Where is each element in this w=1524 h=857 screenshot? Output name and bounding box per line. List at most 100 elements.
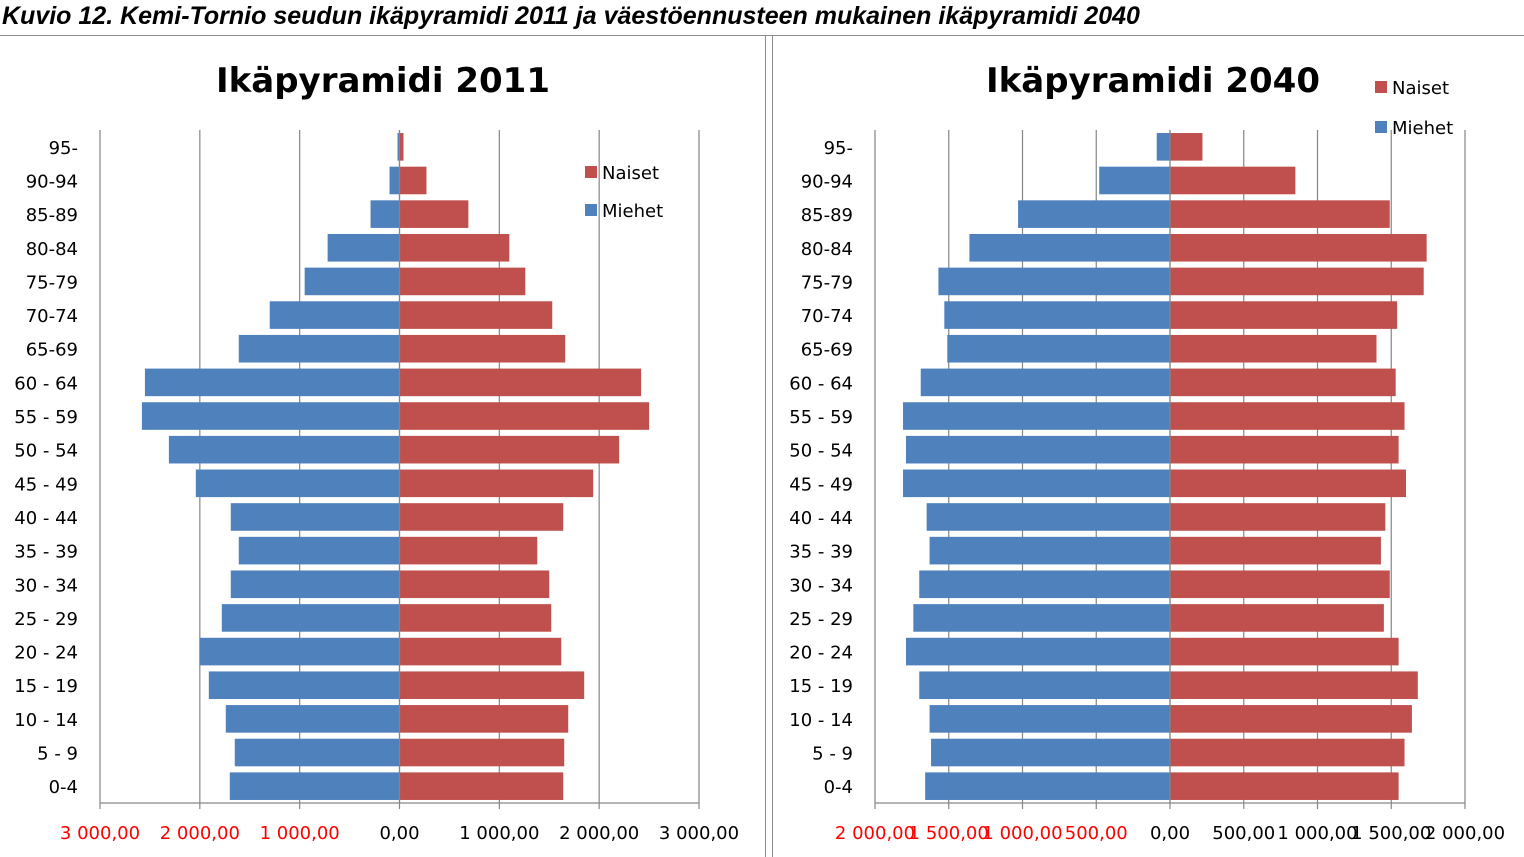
- category-label: 10 - 14: [14, 710, 78, 731]
- bar-naiset: [399, 671, 585, 700]
- category-label: 85-89: [26, 205, 78, 226]
- bar-naiset: [399, 334, 566, 363]
- bar-miehet: [327, 233, 400, 262]
- category-label: 90-94: [26, 171, 78, 192]
- x-tick-label: 2 000,00: [835, 823, 915, 844]
- category-label: 70-74: [26, 306, 78, 327]
- bar-miehet: [903, 402, 1170, 430]
- category-label: 40 - 44: [14, 508, 78, 529]
- bar-miehet: [304, 267, 400, 296]
- bar-naiset: [399, 133, 404, 161]
- legend-swatch-miehet: [585, 204, 597, 216]
- bar-miehet: [397, 133, 400, 161]
- category-label: 20 - 24: [14, 643, 78, 664]
- bar-naiset: [1170, 368, 1396, 397]
- category-label: 60 - 64: [14, 373, 78, 394]
- bar-naiset: [399, 435, 620, 464]
- bar-naiset: [1170, 536, 1381, 565]
- category-label: 65-69: [26, 340, 78, 361]
- bar-naiset: [399, 233, 510, 262]
- chart-1: Ikäpyramidi 2011 3 000,00 2 000,00 1 000,00…: [14, 61, 739, 844]
- category-label: 15 - 19: [789, 676, 853, 697]
- x-tick-label: 0,00: [379, 823, 419, 844]
- category-label: 30 - 34: [14, 575, 78, 596]
- bar-miehet: [168, 435, 400, 464]
- bar-naiset: [399, 637, 562, 666]
- legend: Naiset Miehet: [585, 163, 663, 222]
- legend-label-miehet: Miehet: [1392, 118, 1453, 139]
- category-label: 50 - 54: [789, 441, 853, 462]
- category-label: 40 - 44: [789, 508, 853, 529]
- bar-miehet: [234, 738, 400, 767]
- bar-naiset: [1170, 301, 1398, 329]
- category-label: 95-: [49, 138, 78, 159]
- bar-miehet: [229, 772, 400, 800]
- bar-miehet: [230, 503, 400, 531]
- bar-naiset: [399, 536, 538, 565]
- bar-naiset: [1170, 705, 1412, 733]
- x-tick-label: 1 000,00: [260, 823, 340, 844]
- bar-miehet: [1099, 166, 1170, 195]
- bar-naiset: [1170, 503, 1386, 531]
- category-label: 90-94: [801, 171, 853, 192]
- category-label: 65-69: [801, 340, 853, 361]
- bar-miehet: [1156, 133, 1170, 161]
- category-label: 10 - 14: [789, 710, 853, 731]
- bar-miehet: [905, 435, 1170, 464]
- legend-label-miehet: Miehet: [602, 201, 663, 222]
- bar-naiset: [399, 503, 564, 531]
- panel-divider-right: [772, 35, 773, 857]
- bar-miehet: [141, 402, 400, 430]
- category-label: 50 - 54: [14, 441, 78, 462]
- x-tick-label: 2 000,00: [559, 823, 639, 844]
- bar-naiset: [399, 604, 552, 632]
- bar-miehet: [903, 469, 1170, 498]
- bar-naiset: [399, 738, 565, 767]
- bar-miehet: [238, 536, 400, 565]
- category-label: 45 - 49: [14, 474, 78, 495]
- bar-naiset: [399, 166, 427, 195]
- category-label: 75-79: [801, 272, 853, 293]
- category-label: 75-79: [26, 272, 78, 293]
- legend-swatch-miehet: [1375, 121, 1387, 133]
- legend-label-naiset: Naiset: [602, 163, 659, 184]
- category-label: 55 - 59: [14, 407, 78, 428]
- bar-naiset: [399, 705, 569, 733]
- x-tick-label: 500,00: [1212, 823, 1275, 844]
- bar-naiset: [1170, 334, 1377, 363]
- bar-naiset: [1170, 469, 1406, 498]
- category-label: 35 - 39: [14, 542, 78, 563]
- bar-miehet: [925, 772, 1170, 800]
- x-tick-label: 1 000,00: [1277, 823, 1357, 844]
- category-label: 70-74: [801, 306, 853, 327]
- bar-naiset: [1170, 233, 1427, 262]
- bar-naiset: [399, 402, 650, 430]
- bar-naiset: [399, 570, 550, 599]
- category-label: 60 - 64: [789, 373, 853, 394]
- legend-swatch-naiset: [585, 166, 597, 178]
- bar-miehet: [920, 368, 1170, 397]
- bar-miehet: [919, 570, 1170, 599]
- bar-naiset: [399, 469, 594, 498]
- bar-miehet: [913, 604, 1170, 632]
- panel-top-border: [0, 35, 1524, 36]
- bar-miehet: [929, 536, 1170, 565]
- x-tick-label: 1 000,00: [982, 823, 1062, 844]
- legend-swatch-naiset: [1375, 81, 1387, 93]
- bar-miehet: [269, 301, 400, 329]
- category-label: 30 - 34: [789, 575, 853, 596]
- bar-naiset: [399, 200, 469, 228]
- legend-label-naiset: Naiset: [1392, 78, 1449, 99]
- bar-naiset: [399, 267, 526, 296]
- category-label: 35 - 39: [789, 542, 853, 563]
- x-tick-label: 1 500,00: [1351, 823, 1431, 844]
- chart-title: Ikäpyramidi 2040: [986, 61, 1320, 101]
- bar-naiset: [1170, 738, 1405, 767]
- category-label: 0-4: [49, 777, 78, 798]
- x-tick-label: 500,00: [1065, 823, 1128, 844]
- x-tick-label: 1 000,00: [459, 823, 539, 844]
- bar-naiset: [1170, 200, 1390, 228]
- figure-caption: Kuvio 12. Kemi-Tornio seudun ikäpyramidi…: [2, 2, 1140, 30]
- x-tick-label: 3 000,00: [60, 823, 140, 844]
